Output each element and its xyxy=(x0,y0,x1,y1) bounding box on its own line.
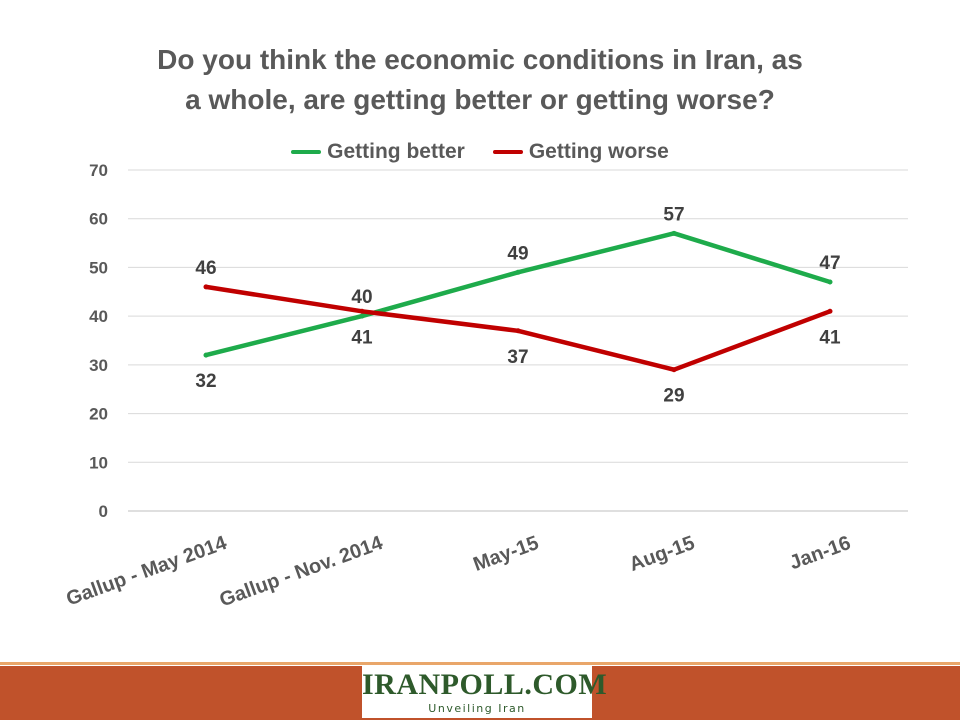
legend-swatch-getting-worse xyxy=(492,150,523,154)
data-point-getting-better-3 xyxy=(515,269,521,275)
y-tick-label-20: 20 xyxy=(89,405,108,424)
x-tick-label-1: Gallup - May 2014 xyxy=(63,532,230,611)
data-label-getting-better-3: 49 xyxy=(507,243,528,264)
data-label-getting-worse-5: 41 xyxy=(819,327,841,348)
data-label-getting-worse-1: 46 xyxy=(195,258,216,279)
logo-name: IRANPOLL.COM xyxy=(362,668,608,701)
y-tick-label-30: 30 xyxy=(89,356,108,375)
footer-accent-line xyxy=(0,662,960,665)
data-point-getting-worse-5 xyxy=(827,308,833,314)
x-tick-label-2: Gallup - Nov. 2014 xyxy=(217,532,387,612)
legend-item-getting-worse: Getting worse xyxy=(492,140,669,164)
legend-item-getting-better: Getting better xyxy=(291,140,465,164)
y-tick-label-50: 50 xyxy=(89,258,108,277)
data-point-getting-better-4 xyxy=(671,230,677,236)
chart-legend: Getting better Getting worse xyxy=(0,138,960,166)
data-label-getting-better-4: 57 xyxy=(663,204,684,225)
data-label-getting-worse-3: 37 xyxy=(507,347,528,368)
legend-label-getting-better: Getting better xyxy=(327,140,465,163)
legend-label-getting-worse: Getting worse xyxy=(528,140,669,163)
y-tick-label-40: 40 xyxy=(89,307,108,326)
legend-swatch-getting-better xyxy=(291,150,322,154)
data-point-getting-worse-2 xyxy=(359,308,365,314)
data-point-getting-better-2 xyxy=(359,313,365,319)
data-label-getting-better-2: 40 xyxy=(351,287,372,308)
y-tick-label-0: 0 xyxy=(99,502,108,521)
x-tick-label-5: Jan-16 xyxy=(787,532,854,574)
data-label-getting-worse-2: 41 xyxy=(351,327,373,348)
y-tick-label-10: 10 xyxy=(89,453,108,472)
data-label-getting-better-5: 47 xyxy=(819,253,840,274)
data-point-getting-better-5 xyxy=(827,279,833,285)
chart-title: Do you think the economic conditions in … xyxy=(60,40,900,120)
x-tick-label-3: May-15 xyxy=(470,532,541,576)
data-point-getting-worse-4 xyxy=(671,367,677,373)
chart-title-line-2: a whole, are getting better or getting w… xyxy=(185,84,775,115)
data-point-getting-better-1 xyxy=(203,352,209,358)
x-tick-label-4: Aug-15 xyxy=(626,532,697,576)
data-label-getting-better-1: 32 xyxy=(195,371,216,392)
data-label-getting-worse-4: 29 xyxy=(663,386,684,407)
logo-tagline: Unveiling Iran xyxy=(428,702,526,715)
iranpoll-logo: IRANPOLL.COM Unveiling Iran xyxy=(362,666,608,718)
chart-title-line-1: Do you think the economic conditions in … xyxy=(157,44,803,75)
y-tick-label-60: 60 xyxy=(89,210,108,229)
data-point-getting-worse-3 xyxy=(515,328,521,334)
y-tick-label-70: 70 xyxy=(89,161,108,180)
data-point-getting-worse-1 xyxy=(203,284,209,290)
